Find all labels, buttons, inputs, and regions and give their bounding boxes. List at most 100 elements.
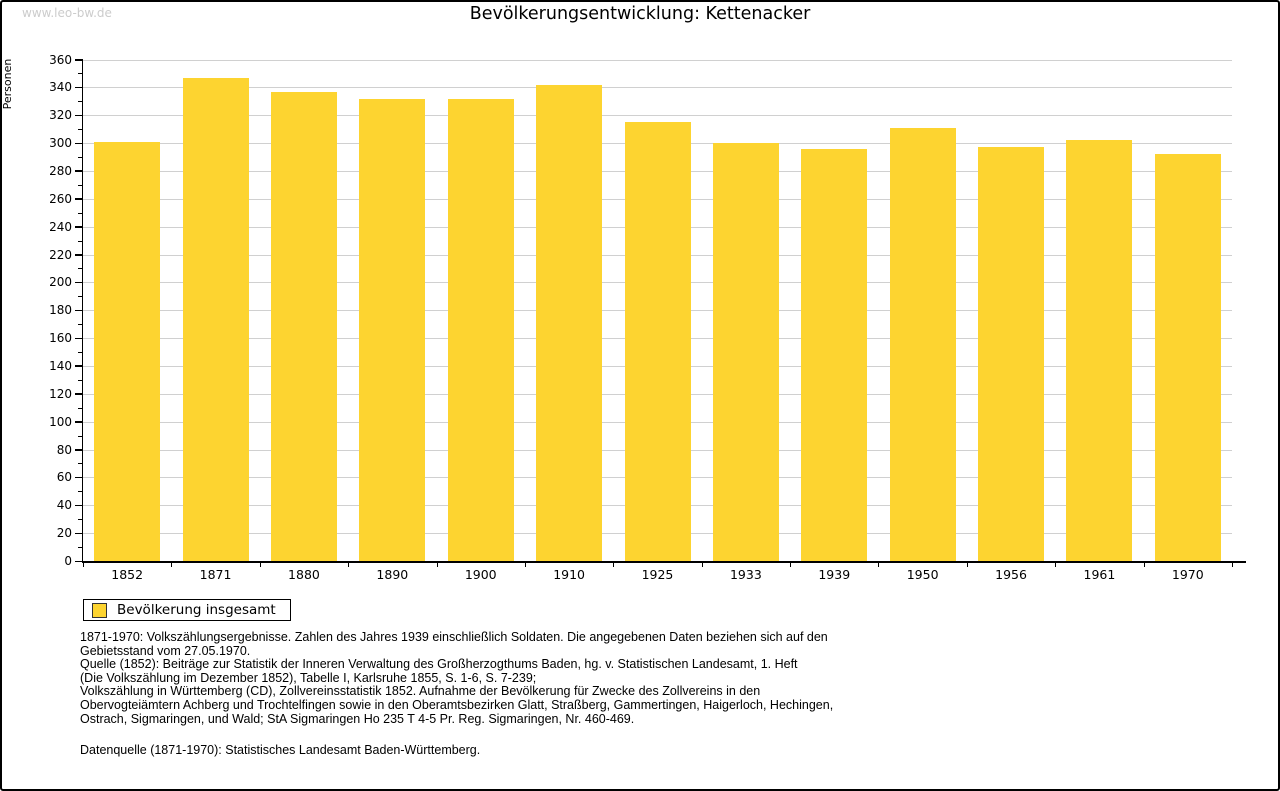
y-major-tick	[75, 86, 83, 89]
x-tick-label: 1900	[464, 567, 497, 582]
y-tick-label: 100	[49, 414, 72, 429]
y-major-tick	[75, 281, 83, 284]
x-tick-label: 1852	[111, 567, 144, 582]
y-tick-label: 180	[49, 303, 72, 318]
y-tick-label: 280	[49, 163, 72, 178]
y-major-tick	[75, 59, 83, 61]
x-tick-label: 1890	[376, 567, 409, 582]
y-major-tick	[75, 393, 83, 395]
bar-1956	[978, 147, 1045, 561]
x-tick	[259, 562, 261, 567]
footnote-line: 1871-1970: Volkszählungsergebnisse. Zahl…	[80, 630, 828, 644]
y-minor-tick	[78, 184, 83, 186]
legend-swatch	[92, 602, 107, 618]
y-minor-tick	[78, 157, 83, 158]
y-axis-line	[81, 58, 83, 563]
y-minor-tick	[78, 129, 83, 131]
x-tick	[171, 562, 173, 567]
x-tick-label: 1956	[995, 567, 1027, 582]
y-tick-label: 140	[49, 358, 72, 373]
x-tick	[436, 562, 438, 567]
y-minor-tick	[78, 379, 83, 381]
y-minor-tick	[78, 73, 83, 75]
y-tick-label: 200	[49, 275, 72, 290]
y-major-tick	[75, 532, 83, 535]
y-major-tick	[75, 421, 83, 423]
y-minor-tick	[78, 212, 83, 214]
site-watermark: www.leo-bw.de	[22, 6, 112, 20]
y-major-tick	[75, 476, 83, 479]
x-tick-label: 1961	[1083, 567, 1116, 582]
bar-1970	[1154, 154, 1221, 561]
x-axis-line	[81, 561, 1246, 563]
y-minor-tick	[78, 435, 83, 437]
x-tick-label: 1910	[553, 567, 586, 582]
y-tick-label: 360	[49, 52, 72, 67]
x-tick	[1055, 562, 1057, 567]
y-major-tick	[75, 170, 83, 172]
y-major-tick	[75, 254, 83, 256]
y-major-tick	[75, 365, 83, 367]
bar-1933	[712, 143, 779, 561]
y-minor-tick	[78, 519, 83, 521]
footnote-line: Quelle (1852): Beiträge zur Statistik de…	[80, 657, 798, 672]
x-tick	[1232, 562, 1233, 567]
bar-1925	[624, 122, 691, 561]
y-major-tick	[75, 142, 83, 145]
y-tick-label: 260	[49, 191, 72, 206]
bar-1950	[889, 127, 956, 561]
x-tick	[83, 562, 84, 567]
footnote-line: Gebietsstand vom 27.05.1970.	[80, 643, 251, 658]
y-minor-tick	[78, 268, 83, 270]
footnote-line: Ostrach, Sigmaringen, und Wald; StA Sigm…	[80, 711, 635, 726]
x-tick	[701, 562, 703, 567]
bar-1852	[94, 141, 161, 561]
y-tick-label: 60	[56, 470, 72, 485]
x-tick	[790, 562, 792, 567]
legend: Bevölkerung insgesamt	[83, 599, 291, 621]
y-tick-label: 320	[49, 108, 72, 123]
bar-1890	[359, 98, 426, 561]
x-tick	[613, 562, 615, 567]
data-source-line: Datenquelle (1871-1970): Statistisches L…	[80, 743, 481, 757]
footnote-line: Obervogteiämtern Achberg und Trochtelfin…	[80, 697, 834, 712]
y-minor-tick	[78, 407, 83, 409]
bar-1871	[182, 77, 249, 561]
y-minor-tick	[78, 324, 83, 326]
y-tick-label: 160	[49, 331, 72, 346]
y-minor-tick	[78, 547, 83, 549]
y-major-tick	[75, 449, 83, 451]
y-major-tick	[75, 504, 83, 507]
x-tick-label: 1939	[818, 567, 851, 582]
y-major-tick	[75, 309, 83, 312]
y-tick-label: 300	[49, 136, 72, 151]
y-tick-label: 40	[56, 498, 72, 513]
bar-1900	[447, 98, 514, 561]
x-tick	[1143, 562, 1145, 567]
y-major-tick	[75, 560, 83, 562]
y-major-tick	[75, 114, 83, 117]
y-gridline	[83, 115, 1232, 117]
y-tick-label: 120	[49, 386, 72, 401]
y-gridline	[83, 59, 1232, 61]
y-major-tick	[75, 337, 83, 340]
footnote-line: Volkszählung in Württemberg (CD), Zollve…	[80, 684, 761, 699]
bar-1880	[270, 91, 337, 561]
y-major-tick	[75, 226, 83, 228]
x-tick	[524, 562, 526, 567]
x-tick	[878, 562, 880, 567]
bar-1961	[1066, 140, 1133, 561]
bar-1910	[536, 84, 603, 561]
x-tick-label: 1970	[1171, 567, 1204, 582]
legend-label: Bevölkerung insgesamt	[117, 602, 276, 618]
x-tick-label: 1880	[288, 567, 320, 582]
y-minor-tick	[78, 491, 83, 493]
y-tick-label: 340	[49, 80, 72, 95]
y-tick-label: 80	[56, 442, 72, 457]
y-tick-label: 220	[49, 247, 72, 262]
y-minor-tick	[78, 463, 83, 465]
x-tick	[348, 562, 350, 567]
y-major-tick	[75, 198, 83, 200]
x-tick-label: 1871	[199, 567, 232, 582]
